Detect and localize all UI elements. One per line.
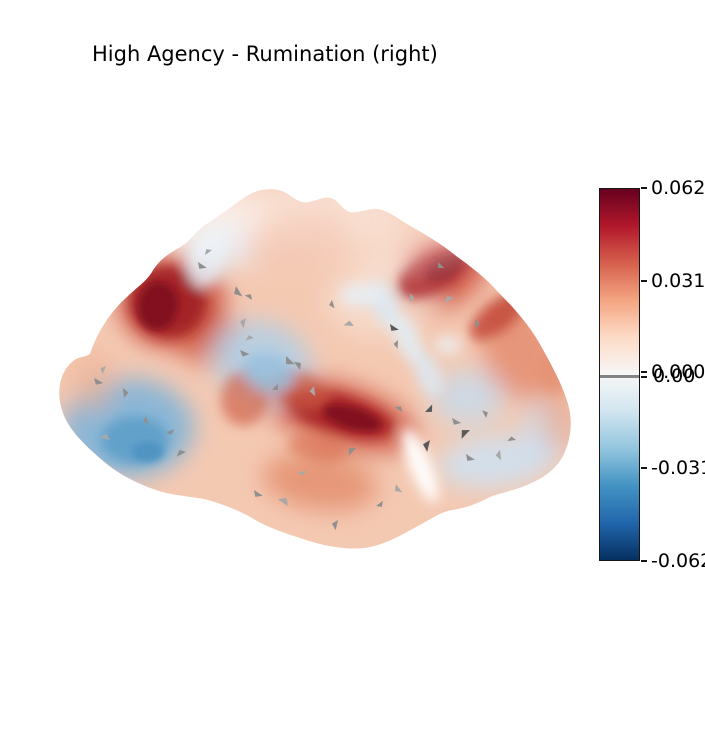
colorbar [599, 188, 640, 561]
colorbar-tick-threshold [641, 376, 647, 378]
colorbar-label-threshold: 0.00 [653, 365, 696, 387]
colorbar-tick [641, 280, 647, 282]
colorbar-tick [641, 560, 647, 562]
colorbar-tick [641, 187, 647, 189]
colorbar-tick [641, 467, 647, 469]
colorbar-threshold-line [600, 375, 639, 378]
colorbar-tick [641, 371, 647, 373]
colorbar-label-min: -0.062 [651, 550, 705, 572]
colorbar-label-mid-neg: -0.031 [651, 457, 705, 479]
colorbar-label-mid-pos: 0.031 [651, 270, 705, 292]
colorbar-label-max: 0.062 [651, 177, 705, 199]
colorbar-label-zero: 0.000 [651, 361, 705, 383]
plot-title: High Agency - Rumination (right) [92, 42, 438, 66]
